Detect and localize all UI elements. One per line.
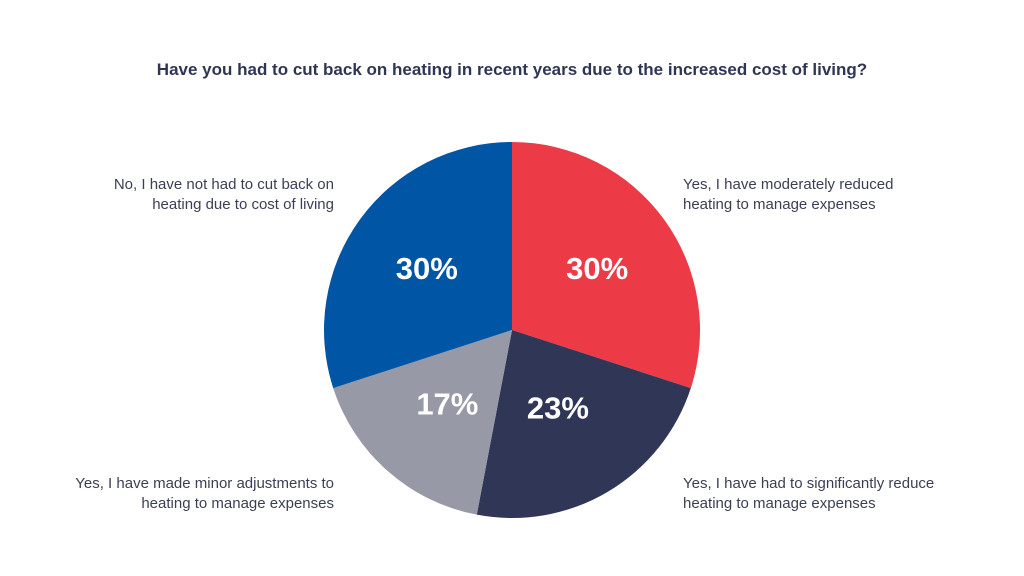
chart-title: Have you had to cut back on heating in r… [156, 60, 868, 79]
pie-slice-not-cut-back [324, 142, 512, 389]
slice-label-not-cut-back: No, I have not had to cut back on heatin… [113, 176, 334, 213]
slice-label-minor-adjustments: Yes, I have made minor adjustments to he… [75, 475, 334, 512]
pct-label-significantly-reduce: 23% [527, 391, 589, 426]
pie-slice-significantly-reduce [476, 330, 691, 518]
slice-label-moderately-reduced: Yes, I have moderately reduced heating t… [683, 176, 894, 213]
pct-label-minor-adjustments: 17% [416, 386, 478, 421]
slice-label-significantly-reduce: Yes, I have had to significantly reduce … [683, 475, 935, 512]
pct-label-not-cut-back: 30% [396, 251, 458, 286]
pct-label-moderately-reduced: 30% [566, 251, 628, 286]
pie-slice-minor-adjustments [333, 330, 512, 515]
pie-slice-moderately-reduced [512, 142, 700, 389]
